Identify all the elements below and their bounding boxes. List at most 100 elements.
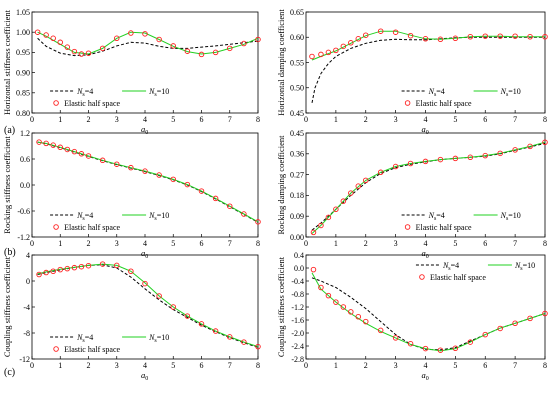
legend-label-ns4: Ns=4 <box>428 87 445 98</box>
y-tick-label: 0.85 <box>16 89 30 98</box>
data-point-elastic <box>198 321 205 327</box>
data-point-elastic <box>497 325 503 332</box>
series-line-ns4 <box>311 277 546 351</box>
x-tick-label: 1 <box>58 239 62 248</box>
data-point-elastic <box>348 40 354 46</box>
legend-label-ns10: Ns=10 <box>148 87 169 98</box>
data-point-elastic <box>36 139 42 145</box>
data-point-elastic <box>50 35 56 42</box>
data-point-elastic <box>255 219 261 225</box>
x-tick-label: 5 <box>171 115 175 124</box>
data-point-elastic <box>422 158 429 165</box>
y-tick-label: -0.4 <box>291 277 304 286</box>
x-tick-label: 8 <box>256 239 260 248</box>
x-axis-title: a0 <box>422 248 429 260</box>
x-tick-label: 1 <box>58 361 62 370</box>
x-tick-label: 7 <box>228 361 232 370</box>
plot-frame <box>31 11 259 114</box>
legend-label-ns10: Ns=10 <box>514 261 535 272</box>
data-point-elastic <box>226 203 233 209</box>
data-point-elastic <box>512 147 518 153</box>
plot-frame <box>305 132 546 238</box>
data-point-elastic <box>198 188 205 194</box>
y-tick-label: 0.27 <box>290 170 304 179</box>
plot-frame <box>305 11 546 114</box>
data-point-elastic <box>156 172 162 178</box>
legend: Ns=4 Ns=10 Elastic half space <box>50 333 169 354</box>
x-tick-label: 8 <box>256 361 260 370</box>
data-point-elastic <box>355 314 362 320</box>
y-tick-label: 0.80 <box>16 109 30 118</box>
x-tick-label: 7 <box>513 361 517 370</box>
data-point-elastic <box>255 343 261 350</box>
y-tick-label: 0.36 <box>290 150 304 159</box>
data-point-elastic <box>34 29 41 35</box>
data-point-elastic <box>170 304 176 310</box>
data-point-elastic <box>43 269 49 276</box>
x-axis-title: a0 <box>422 124 429 136</box>
y-axis-title: Horizontal damping coefficient <box>276 9 286 116</box>
data-point-elastic <box>325 292 332 299</box>
x-tick-label: 1 <box>334 115 338 124</box>
x-tick-label: 4 <box>143 239 147 248</box>
data-point-elastic <box>241 40 247 47</box>
legend-marker-elastic <box>53 100 59 106</box>
data-point-elastic <box>113 262 120 269</box>
y-tick-label: -12 <box>19 355 30 364</box>
data-point-elastic <box>407 32 414 39</box>
data-point-elastic <box>170 43 176 49</box>
x-tick-label: 0 <box>304 361 308 370</box>
x-axis-title: a0 <box>141 248 148 260</box>
data-point-elastic <box>542 33 548 40</box>
data-point-elastic <box>437 156 444 163</box>
y-tick-label: -1.2 <box>17 233 30 242</box>
chart-cdamp: 0 1 2 3 4 5 6 7 8 a0 0.4 0.0 -0.4 -0.8 -1.2 -1.6 -2.0 -2.… <box>276 251 548 382</box>
data-point-elastic <box>142 31 148 37</box>
x-tick-label: 7 <box>228 239 232 248</box>
data-point-elastic <box>43 32 49 38</box>
x-tick-label: 3 <box>394 115 398 124</box>
data-point-elastic <box>310 266 317 273</box>
data-point-elastic <box>99 45 106 52</box>
chart-hstiff: 0 1 2 3 4 5 6 7 8 a0 0.80 0.85 0.90 0.95 1.00 1.05 Horiz… <box>2 8 261 136</box>
x-tick-label: 2 <box>364 361 368 370</box>
series-line-ns10 <box>37 31 259 55</box>
x-tick-label: 5 <box>171 239 175 248</box>
legend-marker-elastic <box>404 100 411 106</box>
data-point-elastic <box>85 262 92 269</box>
data-point-elastic <box>255 36 261 43</box>
data-point-elastic <box>527 143 533 150</box>
y-tick-label: -2.0 <box>291 329 304 338</box>
y-tick-label: -2.4 <box>291 342 304 351</box>
x-tick-label: 3 <box>115 239 119 248</box>
y-axis-title: Coupling stiffness coefficient <box>2 256 12 357</box>
legend-label-ns4: Ns=4 <box>76 211 93 222</box>
data-point-elastic <box>467 33 474 40</box>
legend-label-ns4: Ns=4 <box>442 261 459 272</box>
y-tick-label: 0.90 <box>16 68 30 77</box>
legend-label-elastic: Elastic half space <box>430 273 486 282</box>
data-point-elastic <box>348 309 354 315</box>
legend-marker-elastic <box>404 224 411 230</box>
x-tick-label: 3 <box>394 239 398 248</box>
legend-label-ns4: Ns=4 <box>76 87 93 98</box>
data-point-elastic <box>212 328 219 334</box>
x-tick-label: 4 <box>424 239 428 248</box>
y-tick-label: 0.0 <box>294 264 304 273</box>
y-tick-label: 0.18 <box>290 191 304 200</box>
data-point-elastic <box>71 264 78 271</box>
x-tick-label: 6 <box>200 361 204 370</box>
data-point-elastic <box>142 168 148 174</box>
data-point-elastic <box>333 206 339 213</box>
data-point-elastic <box>128 164 134 171</box>
chart-cstiff: 0 1 2 3 4 5 6 7 8 a0 -12 -8 -4 0 4 Coupling stiffness c… <box>2 251 261 382</box>
series-line-ns10 <box>37 263 259 348</box>
data-point-elastic <box>85 153 92 159</box>
data-point-elastic <box>226 334 233 340</box>
chart-rstiff: 0 1 2 3 4 5 6 7 8 a0 -1.2 -0.6 0.0 0.6 1.2 Rocking stif… <box>2 129 261 260</box>
data-point-elastic <box>128 268 134 275</box>
y-tick-label: 0 <box>26 277 30 286</box>
y-tick-label: 0.55 <box>290 58 304 67</box>
data-point-elastic <box>348 190 354 196</box>
data-point-elastic <box>377 327 384 334</box>
